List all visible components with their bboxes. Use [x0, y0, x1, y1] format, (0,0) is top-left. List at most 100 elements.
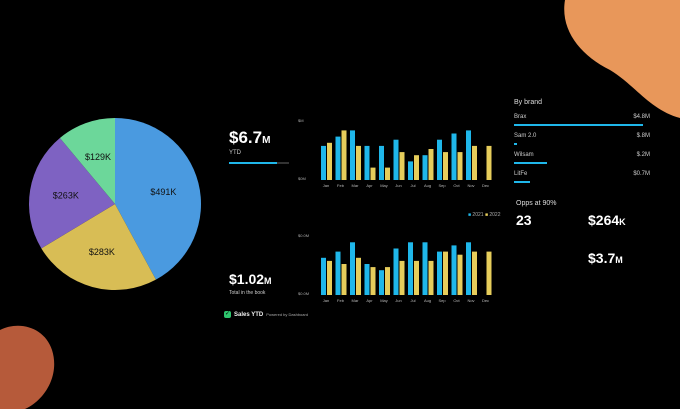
bar-series-b	[385, 267, 390, 295]
bar-series-a	[321, 145, 326, 180]
kpi-total: $1.02M Total in the book	[229, 271, 272, 296]
x-tick-label: Jan	[323, 183, 329, 188]
brand-name: Brax	[514, 114, 527, 120]
brand-row: Brax $4.8M	[514, 114, 650, 136]
bar-series-b	[486, 251, 492, 295]
x-tick-label: Aug	[424, 298, 431, 303]
brand-bar	[514, 162, 547, 164]
footer-title: Sales YTD	[234, 311, 264, 318]
bar-series-a	[364, 264, 370, 295]
opps-total: $3.7M	[588, 250, 623, 268]
brand-value: $4.8M	[633, 114, 650, 120]
pie-slice	[29, 137, 115, 249]
x-tick-label: Apr	[366, 298, 373, 303]
pie-slice-label: $283K	[89, 247, 115, 257]
check-icon: ✓	[224, 311, 231, 318]
y-axis-label-bottom: $0M	[298, 176, 306, 181]
pie-slice-label: $129K	[85, 152, 111, 162]
bar-series-a	[393, 139, 399, 180]
brand-name: Sam 2.0	[514, 133, 537, 139]
kpi-total-label: Total in the book	[229, 290, 266, 296]
bar-series-b	[356, 145, 361, 180]
x-tick-label: Jul	[410, 298, 415, 303]
pie-slice	[59, 118, 115, 204]
x-tick-label: Jun	[395, 183, 401, 188]
bar-series-b	[428, 149, 434, 180]
bar-series-a	[437, 251, 442, 295]
x-tick-label: Aug	[424, 183, 431, 188]
legend-item-b: 2022	[489, 212, 501, 218]
x-tick-label: Mar	[352, 298, 360, 303]
x-tick-label: Oct	[453, 298, 460, 303]
bar-series-a	[350, 242, 355, 295]
x-tick-label: Feb	[337, 183, 345, 188]
kpi-total-unit: M	[264, 276, 272, 286]
brand-value: $.8M	[636, 133, 650, 139]
kpi-ytd-label: YTD	[229, 150, 241, 156]
opps-total-unit: M	[615, 255, 623, 265]
opps-amount-unit: K	[619, 217, 626, 227]
y-axis-label-top: $M	[298, 118, 304, 123]
top-chart-legend: ■ 2021 ■ 2022	[468, 212, 501, 218]
opps-amount: $264K	[588, 212, 626, 230]
bar-series-a	[466, 242, 471, 295]
x-tick-label: Jul	[410, 183, 415, 188]
bar-series-b	[486, 145, 492, 180]
x-tick-label: Apr	[366, 183, 373, 188]
bar-series-a	[451, 133, 457, 180]
bar-series-b	[472, 145, 477, 180]
y-axis-label-bottom: $0.0M	[298, 291, 309, 296]
x-tick-label: May	[380, 183, 388, 188]
bar-series-b	[327, 260, 332, 295]
x-tick-label: Sep	[438, 183, 446, 188]
x-tick-label: Nov	[467, 298, 474, 303]
footer-subtitle: Powered by Dashboard	[266, 312, 309, 317]
bar-series-a	[408, 161, 413, 180]
bar-series-a	[350, 130, 355, 180]
bar-series-b	[457, 152, 463, 180]
bar-series-b	[370, 267, 376, 295]
pie-chart: $491K $283K $263K $129K	[29, 118, 201, 290]
bar-series-b	[341, 264, 347, 295]
brand-row: LitFe $0.7M	[514, 171, 650, 193]
kpi-ytd-progress-fill	[229, 162, 277, 164]
x-tick-label: Mar	[352, 183, 360, 188]
kpi-total-value: $1.02	[229, 271, 265, 287]
kpi-ytd-unit: M	[262, 135, 271, 146]
bar-series-b	[327, 142, 332, 180]
opps-label: Opps at 90%	[516, 200, 557, 207]
bar-series-b	[399, 152, 405, 180]
brand-row: Wilsam $.2M	[514, 152, 650, 174]
opps-amount-value: $264	[588, 212, 620, 228]
bar-series-b	[356, 257, 361, 295]
brand-bar	[514, 124, 644, 126]
brand-bar	[514, 181, 531, 183]
bar-series-b	[370, 167, 376, 180]
bar-series-b	[472, 251, 477, 295]
bar-series-b	[428, 260, 434, 295]
x-tick-label: Dec	[482, 298, 489, 303]
bar-series-a	[321, 257, 326, 295]
pie-slice	[115, 118, 201, 280]
pie-slice-label: $263K	[53, 191, 79, 201]
bar-series-b	[443, 152, 448, 180]
kpi-ytd-progress-track	[229, 162, 289, 164]
bar-series-a	[335, 136, 341, 180]
x-tick-label: Dec	[482, 183, 489, 188]
bar-series-a	[451, 245, 457, 295]
bar-series-b	[457, 254, 463, 295]
x-tick-label: Jun	[395, 298, 401, 303]
opps-count: 23	[516, 212, 532, 228]
bar-series-a	[422, 242, 428, 295]
x-tick-label: Feb	[337, 298, 345, 303]
bottom-bar-chart: $0.0M $0.0M Jan Feb Mar Apr May Jun Jul Aug Sep Oct…	[298, 233, 492, 303]
pie-slice	[41, 204, 156, 290]
bar-series-a	[335, 251, 341, 295]
bar-series-b	[399, 260, 405, 295]
bar-series-a	[393, 248, 399, 295]
x-tick-label: Jan	[323, 298, 329, 303]
x-tick-label: Nov	[467, 183, 474, 188]
brand-value: $0.7M	[633, 171, 650, 177]
brand-row: Sam 2.0 $.8M	[514, 133, 650, 155]
footer: ✓ Sales YTD Powered by Dashboard	[224, 311, 308, 318]
